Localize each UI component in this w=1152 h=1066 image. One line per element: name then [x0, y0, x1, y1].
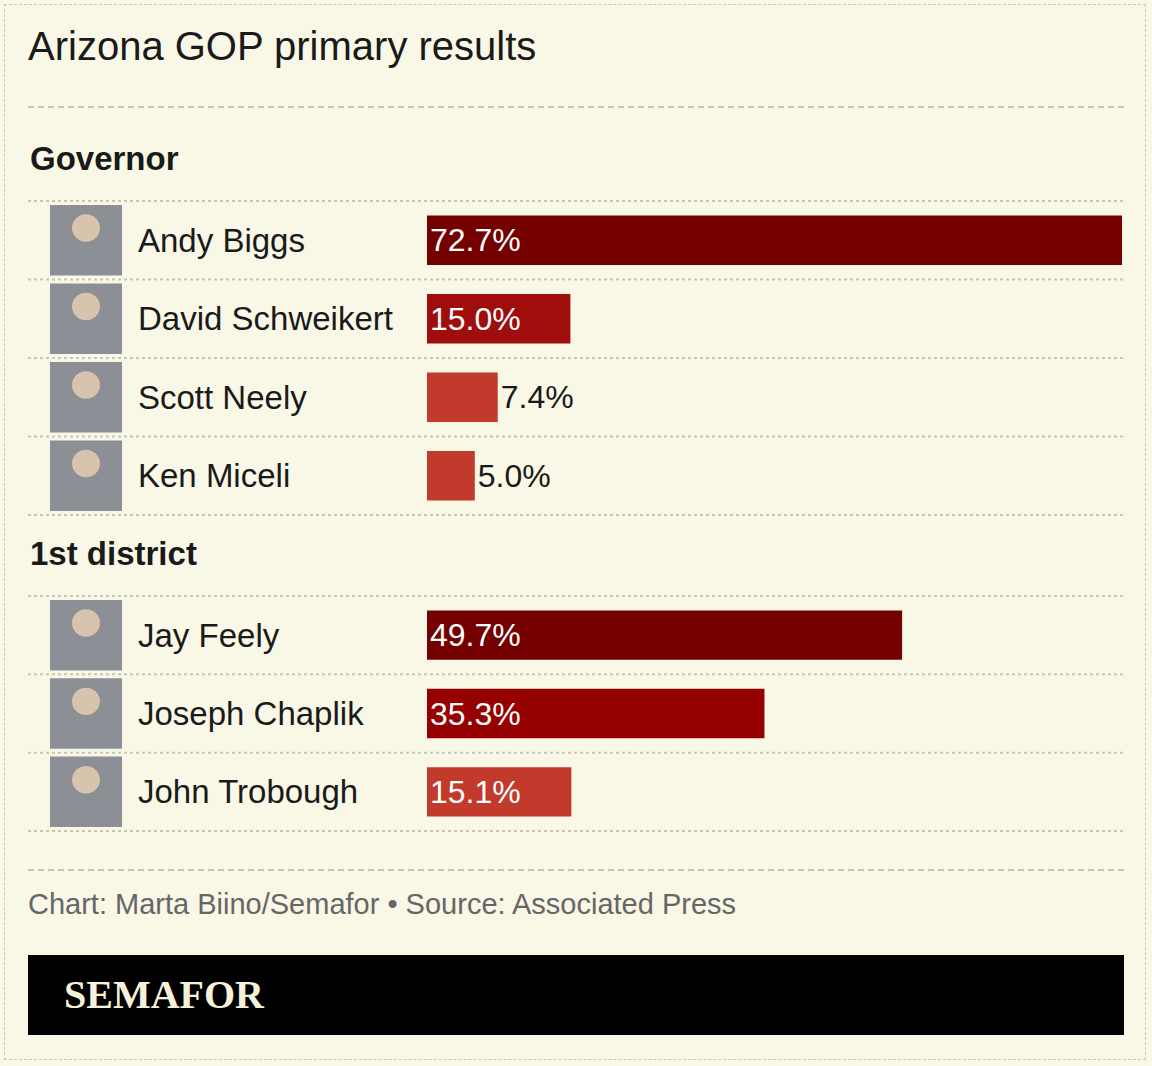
- svg-text:Andy Biggs: Andy Biggs: [138, 222, 305, 259]
- svg-text:Joseph Chaplik: Joseph Chaplik: [138, 695, 364, 732]
- html-text:Governor: Governor: [30, 140, 179, 177]
- svg-text:Ken Miceli: Ken Miceli: [138, 457, 290, 494]
- svg-text:35.3%: 35.3%: [430, 696, 521, 732]
- html-text:SEMAFOR: SEMAFOR: [64, 972, 264, 1017]
- svg-text:5.0%: 5.0%: [478, 458, 551, 494]
- svg-text:7.4%: 7.4%: [501, 379, 574, 415]
- svg-text:John Trobough: John Trobough: [138, 773, 358, 810]
- html-text:1st district: 1st district: [30, 535, 197, 572]
- svg-text:Scott Neely: Scott Neely: [138, 379, 307, 416]
- html-text:Arizona GOP primary results: Arizona GOP primary results: [28, 24, 537, 68]
- html-text:Chart: Marta Biino/Semafor • S: Chart: Marta Biino/Semafor • Source: Ass…: [28, 888, 737, 920]
- svg-text:Jay Feely: Jay Feely: [138, 617, 280, 654]
- svg-text:David Schweikert: David Schweikert: [138, 300, 393, 337]
- svg-text:49.7%: 49.7%: [430, 617, 521, 653]
- svg-text:15.0%: 15.0%: [430, 301, 521, 337]
- svg-text:15.1%: 15.1%: [430, 774, 521, 810]
- svg-text:72.7%: 72.7%: [430, 222, 521, 258]
